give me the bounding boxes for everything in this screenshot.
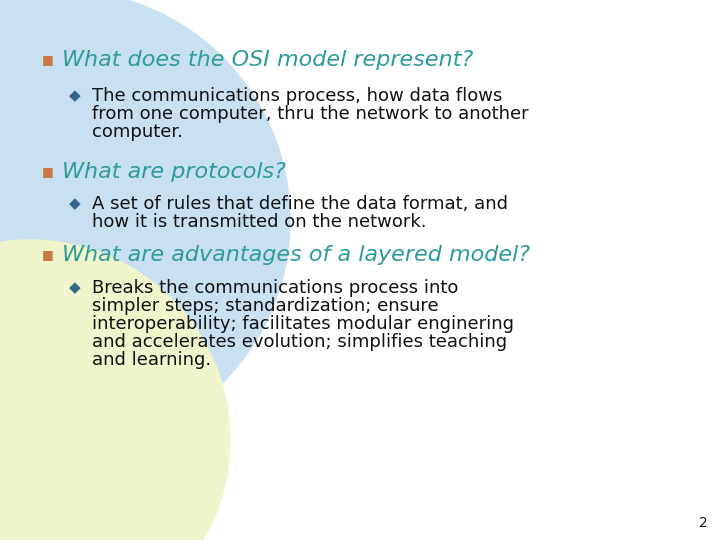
Text: What are protocols?: What are protocols? [62, 162, 286, 182]
Text: ◆: ◆ [69, 89, 81, 104]
Text: from one computer, thru the network to another: from one computer, thru the network to a… [92, 105, 528, 123]
Text: interoperability; facilitates modular enginering: interoperability; facilitates modular en… [92, 315, 514, 333]
Circle shape [0, 0, 290, 450]
Text: ◆: ◆ [69, 197, 81, 212]
Text: ◆: ◆ [69, 280, 81, 295]
Circle shape [0, 240, 230, 540]
Text: The communications process, how data flows: The communications process, how data flo… [92, 87, 503, 105]
Text: What are advantages of a layered model?: What are advantages of a layered model? [62, 245, 530, 265]
Text: and learning.: and learning. [92, 351, 211, 369]
Text: Breaks the communications process into: Breaks the communications process into [92, 279, 459, 297]
Text: simpler steps; standardization; ensure: simpler steps; standardization; ensure [92, 297, 438, 315]
Text: how it is transmitted on the network.: how it is transmitted on the network. [92, 213, 426, 231]
Text: ■: ■ [42, 248, 54, 261]
Text: computer.: computer. [92, 123, 183, 141]
Text: What does the OSI model represent?: What does the OSI model represent? [62, 50, 473, 70]
Text: and accelerates evolution; simplifies teaching: and accelerates evolution; simplifies te… [92, 333, 507, 351]
Text: ■: ■ [42, 165, 54, 179]
Text: 2: 2 [699, 516, 708, 530]
Text: ■: ■ [42, 53, 54, 66]
Text: A set of rules that define the data format, and: A set of rules that define the data form… [92, 195, 508, 213]
